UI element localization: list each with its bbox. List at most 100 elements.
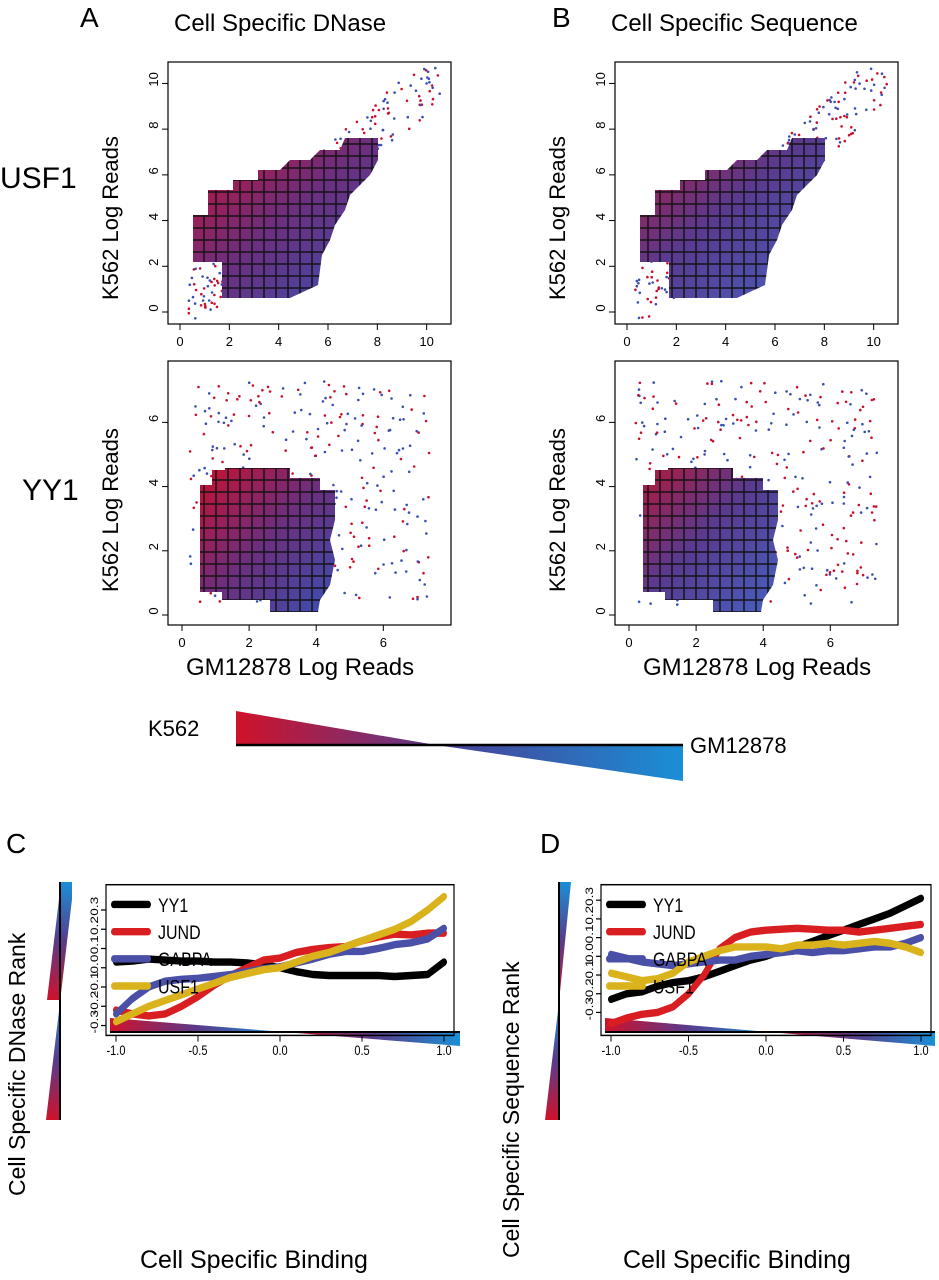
tick-label: 8 [821, 334, 828, 349]
x-tick-label: 0.0 [272, 1043, 287, 1058]
panel-letter-a: A [80, 2, 99, 33]
tick-label: 6 [771, 334, 778, 349]
series-line-jund [113, 929, 447, 1020]
panel-letter-c: C [6, 828, 27, 859]
tick-label: 4 [275, 334, 282, 349]
panel-c-y-gradient [47, 882, 61, 1000]
plot-frame [600, 883, 932, 1037]
scatter-b1-ylabel: K562 Log Reads [545, 136, 570, 300]
x-tick-label: -0.5 [189, 1043, 208, 1058]
y-tick-label: -0.2 [583, 978, 595, 1002]
tick-label: 2 [593, 543, 608, 550]
y-tick-label: -0.1 [88, 971, 100, 995]
series-line-jund [608, 920, 924, 1028]
x-tick-label: 1.0 [436, 1043, 451, 1058]
x-tick-label: 0.5 [836, 1043, 851, 1058]
tick-label: 10 [146, 72, 161, 86]
scatter-b2-ylabel: K562 Log Reads [545, 428, 570, 592]
gm12878-wedge [436, 745, 683, 781]
legend-gm12878-label: GM12878 [690, 733, 787, 758]
legend-label-yy1: YY1 [653, 894, 683, 916]
tick-label: 4 [146, 479, 161, 486]
y-tick-label: 0.0 [88, 954, 100, 973]
tick-label: 6 [593, 415, 608, 422]
y-tick-label: 0.1 [88, 935, 100, 954]
tick-label: 2 [146, 543, 161, 550]
x-tick-label: -1.0 [602, 1043, 621, 1058]
y-tick-label: -0.2 [88, 991, 100, 1015]
cell-gradient-legend [236, 711, 683, 781]
tick-label: 8 [146, 122, 161, 129]
panel-c-ylabel: Cell Specific DNase Rank [4, 932, 30, 1196]
tick-label: 0 [623, 334, 630, 349]
plot-frame [105, 883, 455, 1037]
panel-letter-b: B [552, 2, 571, 33]
y-tick-label: 0.0 [583, 943, 595, 962]
scatter-yy1-sequence [614, 360, 899, 626]
tick-label: 0 [146, 607, 161, 614]
y-tick-label: 0.1 [583, 924, 595, 943]
series-line-usf1 [608, 937, 924, 985]
legend-label-usf1: USF1 [653, 976, 694, 998]
tick-label: 6 [380, 635, 387, 650]
x-tick-label: 0.0 [758, 1043, 773, 1058]
tick-label: 2 [673, 334, 680, 349]
tick-label: 6 [324, 334, 331, 349]
scatter-yy1-dnase [167, 360, 452, 626]
tick-label: 0 [593, 607, 608, 614]
panel-d-ylabel: Cell Specific Sequence Rank [498, 961, 524, 1258]
tick-label: 0 [625, 635, 632, 650]
legend-label-usf1: USF1 [158, 976, 199, 998]
series-line-usf1 [113, 892, 447, 1026]
scatter-b-xlabel: GM12878 Log Reads [643, 654, 872, 681]
scatter-a-xlabel: GM12878 Log Reads [186, 654, 415, 681]
tick-label: 6 [827, 635, 834, 650]
tick-label: 4 [313, 635, 320, 650]
tick-label: 4 [593, 479, 608, 486]
tick-label: 8 [593, 122, 608, 129]
column-title-dnase: Cell Specific DNase [174, 10, 387, 37]
x-tick-label: 0.5 [354, 1043, 369, 1058]
tick-label: 10 [419, 334, 433, 349]
tick-label: 0 [176, 334, 183, 349]
k562-wedge [236, 711, 436, 745]
tick-label: 4 [593, 213, 608, 220]
y-tick-label: 0.2 [88, 916, 100, 935]
panel-d-y-gradient [545, 882, 571, 1120]
tick-label: 0 [146, 304, 161, 311]
line-chart-d: -1.0 -0.5 0.0 0.5 1.0-0.3-0.2-0.10.00.10.20.… [583, 883, 932, 1058]
tick-label: 4 [722, 334, 729, 349]
row-label-usf1: USF1 [0, 162, 77, 195]
tick-label: 2 [245, 635, 252, 650]
panel-d-xlabel: Cell Specific Binding [623, 1246, 851, 1274]
x-tick-label: -1.0 [107, 1043, 126, 1058]
tick-label: 0 [593, 304, 608, 311]
tick-label: 6 [146, 167, 161, 174]
y-tick-label: 0.3 [88, 897, 100, 916]
panel-letter-d: D [540, 828, 561, 859]
y-tick-label: 0.2 [583, 906, 595, 925]
scatter-a2-ylabel: K562 Log Reads [98, 428, 123, 592]
column-title-sequence: Cell Specific Sequence [611, 10, 858, 37]
scatter-panels: 0 0 2 2 4 4 6 6 8 8 10 10 0 0 2 2 4 4 6 6 8 8 10 10 0 2 4 6 0 2 4 6 0 2 4… [146, 61, 899, 650]
tick-label: 4 [146, 213, 161, 220]
tick-label: 8 [374, 334, 381, 349]
tick-label: 0 [178, 635, 185, 650]
scatter-usf1-sequence [614, 61, 899, 325]
scatter-usf1-dnase [167, 61, 452, 325]
x-tick-label: 1.0 [913, 1043, 928, 1058]
legend-label-yy1: YY1 [158, 894, 188, 916]
legend-label-gabpa: GABPA [653, 949, 707, 971]
series-line-gabpa [608, 933, 924, 970]
panel-c-y-gradient-full [46, 882, 72, 1120]
tick-label: 10 [593, 72, 608, 86]
tick-label: 6 [593, 167, 608, 174]
legend-label-jund: JUND [158, 921, 201, 943]
legend-label-jund: JUND [653, 921, 696, 943]
x-tick-label: -0.5 [679, 1043, 698, 1058]
y-tick-label: 0.3 [583, 887, 595, 906]
tick-label: 2 [593, 259, 608, 266]
tick-label: 6 [146, 415, 161, 422]
tick-label: 2 [692, 635, 699, 650]
y-tick-label: -0.3 [88, 1010, 100, 1034]
